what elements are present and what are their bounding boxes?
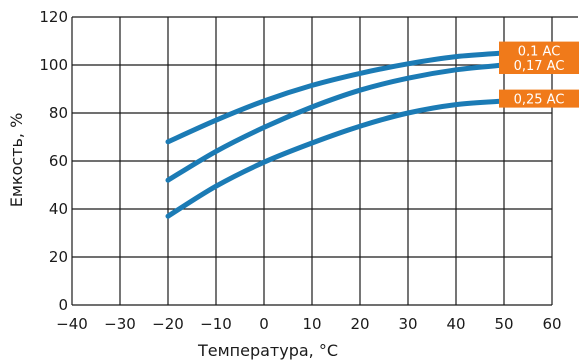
series-line — [165, 62, 507, 183]
series-badge-label: 0,25 AC — [514, 93, 565, 108]
series-lines — [165, 50, 507, 219]
x-tick-label: −30 — [104, 315, 136, 333]
series-badges: 0,1 AC0,17 AC 0,25 AC — [499, 41, 579, 108]
series-badge: 0,25 AC — [499, 89, 579, 108]
x-tick-label: 40 — [446, 315, 465, 333]
x-tick-label: −10 — [200, 315, 232, 333]
x-tick-label: 30 — [398, 315, 417, 333]
x-tick-label: 0 — [259, 315, 269, 333]
series-badge-label: 0,1 AC — [518, 45, 561, 60]
series-line — [165, 98, 507, 219]
series-badge-box — [499, 56, 579, 74]
series-badge-label: 0,17 AC — [514, 59, 565, 74]
series-badge: 0,17 AC — [499, 56, 579, 74]
x-tick-label: 10 — [302, 315, 321, 333]
x-tick-label: 50 — [494, 315, 513, 333]
x-tick-label: 60 — [542, 315, 561, 333]
y-tick-label: 80 — [49, 104, 68, 122]
y-tick-label: 120 — [39, 8, 68, 26]
x-tick-label: −20 — [152, 315, 184, 333]
series-badge: 0,1 AC — [499, 41, 579, 60]
x-axis-title: Температура, °C — [197, 341, 338, 360]
y-tick-label: 60 — [49, 152, 68, 170]
x-tick-label: −40 — [56, 315, 88, 333]
series-badge-box — [499, 89, 579, 108]
y-axis-title: Емкость, % — [7, 113, 26, 208]
y-axis-ticks: 0 20 40 60 80 100 120 — [39, 8, 68, 314]
x-axis-ticks: −40 −30 −20 −10 0 10 20 30 40 50 60 — [56, 315, 561, 333]
y-tick-label: 40 — [49, 200, 68, 218]
y-tick-label: 0 — [58, 296, 68, 314]
y-tick-label: 100 — [39, 56, 68, 74]
series-line — [165, 50, 507, 145]
y-tick-label: 20 — [49, 248, 68, 266]
series-badge-box — [499, 41, 579, 60]
x-tick-label: 20 — [350, 315, 369, 333]
